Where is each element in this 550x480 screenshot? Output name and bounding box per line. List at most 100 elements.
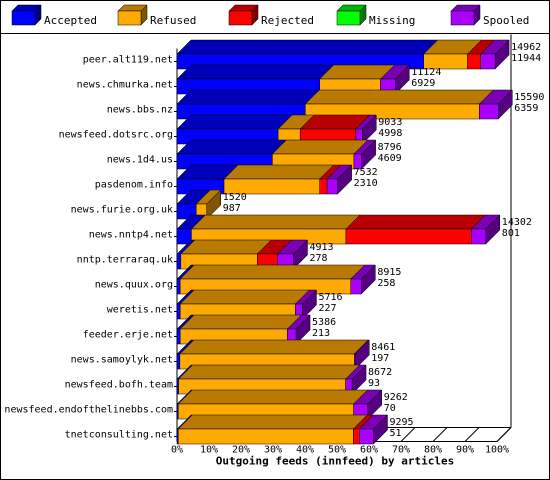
secondary-label-tnetconsulting-net: 51 (389, 428, 401, 439)
category-label-news-quux-org: news.quux.org (95, 280, 173, 291)
legend-swatch-missing (336, 4, 367, 26)
bar-news-1d4-us-spooled (353, 139, 377, 170)
category-label-pasdenom-info: pasdenom.info (95, 180, 173, 191)
bar-news-chmurka-net-accepted (176, 64, 335, 95)
total-label-news-quux-org: 8915 (377, 267, 401, 278)
total-label-tnetconsulting-net: 9295 (389, 417, 413, 428)
legend (1, 1, 549, 34)
secondary-label-news-bbs-nz: 6359 (514, 103, 538, 114)
total-label-news-nntp4-net: 14302 (502, 217, 532, 228)
secondary-label-nntp-terraraq-uk: 278 (309, 253, 327, 264)
x-tick-label: 100% (485, 445, 509, 456)
bar-newsfeed-endofthelinebbs-com-refused (177, 389, 369, 420)
secondary-label-news-furie-org-uk: 987 (223, 203, 241, 214)
bar-peer-alt119-net-spooled (480, 39, 510, 70)
secondary-label-news-1d4-us: 4609 (378, 153, 402, 164)
bar-news-bbs-nz-spooled (478, 89, 513, 120)
bar-newsfeed-bofh-team-spooled (345, 364, 367, 395)
x-axis-title: Outgoing feeds (innfeed) by articles (216, 455, 454, 468)
bar-peer-alt119-net-rejected (466, 39, 496, 70)
bar-feeder-erje-net-refused (179, 314, 303, 345)
total-label-pasdenom-info: 7532 (354, 167, 378, 178)
x-tick-label: 50% (328, 445, 346, 456)
category-label-tnetconsulting-net: tnetconsulting.net (65, 430, 173, 441)
secondary-label-peer-alt119-net: 11944 (511, 53, 541, 64)
secondary-label-feeder-erje-net: 213 (312, 328, 330, 339)
total-label-feeder-erje-net: 5386 (312, 317, 336, 328)
x-tick-mark (464, 427, 480, 442)
total-label-news-bbs-nz: 15590 (514, 92, 544, 103)
secondary-label-pasdenom-info: 2310 (354, 178, 378, 189)
x-tick-label: 30% (264, 445, 282, 456)
bar-news-furie-org-uk-refused (195, 189, 222, 220)
secondary-label-news-quux-org: 258 (377, 278, 395, 289)
bar-news-quux-org-refused (179, 264, 366, 295)
x-tick-mark (432, 427, 448, 442)
total-label-weretis-net: 5716 (318, 292, 342, 303)
x-tick-label: 80% (424, 445, 442, 456)
category-label-news-bbs-nz: news.bbs.nz (107, 105, 173, 116)
category-label-feeder-erje-net: feeder.erje.net (83, 330, 173, 341)
bar-pasdenom-info-spooled (326, 164, 353, 195)
category-label-nntp-terraraq-uk: nntp.terraraq.uk (77, 255, 173, 266)
total-label-news-1d4-us: 8796 (378, 142, 402, 153)
total-label-news-furie-org-uk: 1520 (223, 192, 247, 203)
bar-tnetconsulting-net-spooled (358, 414, 389, 445)
legend-swatch-accepted (11, 4, 42, 26)
bar-news-bbs-nz-refused (304, 89, 495, 120)
category-label-weretis-net: weretis.net (107, 305, 173, 316)
bar-peer-alt119-net-accepted (176, 39, 439, 70)
category-label-newsfeed-dotsrc-org: newsfeed.dotsrc.org (59, 130, 173, 141)
secondary-label-news-chmurka-net: 6929 (411, 78, 435, 89)
secondary-label-news-samoylyk-net: 197 (371, 353, 389, 364)
bar-news-1d4-us-refused (271, 139, 369, 170)
bar-news-quux-org-spooled (350, 264, 376, 295)
secondary-label-newsfeed-dotsrc-org: 4998 (378, 128, 402, 139)
legend-label-rejected: Rejected (261, 14, 314, 27)
x-tick-label: 40% (296, 445, 314, 456)
total-label-nntp-terraraq-uk: 4913 (309, 242, 333, 253)
x-tick-label: 90% (456, 445, 474, 456)
bar-news-nntp4-net-refused (190, 214, 361, 245)
bar-weretis-net-spooled (294, 289, 318, 320)
legend-swatch-refused (117, 4, 148, 26)
total-label-news-samoylyk-net: 8461 (371, 342, 395, 353)
x-tick-label: 60% (360, 445, 378, 456)
bar-news-nntp4-net-spooled (470, 214, 501, 245)
x-tick-label: 10% (200, 445, 218, 456)
secondary-label-weretis-net: 227 (318, 303, 336, 314)
secondary-label-newsfeed-bofh-team: 93 (368, 378, 380, 389)
total-label-newsfeed-bofh-team: 8672 (368, 367, 392, 378)
legend-label-missing: Missing (369, 14, 415, 27)
category-label-peer-alt119-net: peer.alt119.net (83, 55, 173, 66)
legend-label-refused: Refused (150, 14, 196, 27)
bar-weretis-net-refused (179, 289, 311, 320)
category-label-news-chmurka-net: news.chmurka.net (77, 80, 173, 91)
total-label-newsfeed-endofthelinebbs-com: 9262 (384, 392, 408, 403)
category-label-newsfeed-endofthelinebbs-com: newsfeed.endofthelinebbs.com (4, 405, 173, 416)
bar-news-1d4-us-accepted (176, 139, 287, 170)
x-tick-label: 0% (171, 445, 183, 456)
total-label-newsfeed-dotsrc-org: 9033 (378, 117, 402, 128)
bar-pasdenom-info-refused (223, 164, 335, 195)
bar-newsfeed-bofh-team-refused (177, 364, 361, 395)
bar-news-samoylyk-net-spooled (353, 339, 370, 370)
category-label-news-samoylyk-net: news.samoylyk.net (71, 355, 173, 366)
secondary-label-news-nntp4-net: 801 (502, 228, 520, 239)
legend-swatch-rejected (228, 4, 259, 26)
category-label-news-furie-org-uk: news.furie.org.uk (71, 205, 173, 216)
x-tick-label: 20% (232, 445, 250, 456)
bar-newsfeed-dotsrc-org-accepted (176, 114, 293, 145)
x-tick-mark (496, 427, 512, 442)
bar-news-bbs-nz-accepted (176, 89, 320, 120)
category-label-news-nntp4-net: news.nntp4.net (89, 230, 173, 241)
total-label-news-chmurka-net: 11124 (411, 67, 441, 78)
legend-swatch-spooled (450, 4, 481, 26)
category-label-newsfeed-bofh-team: newsfeed.bofh.team (65, 380, 173, 391)
bar-tnetconsulting-net-refused (177, 414, 368, 445)
bar-news-nntp4-net-rejected (345, 214, 487, 245)
secondary-label-newsfeed-endofthelinebbs-com: 70 (384, 403, 396, 414)
legend-label-spooled: Spooled (483, 14, 529, 27)
bar-news-samoylyk-net-refused (179, 339, 369, 370)
